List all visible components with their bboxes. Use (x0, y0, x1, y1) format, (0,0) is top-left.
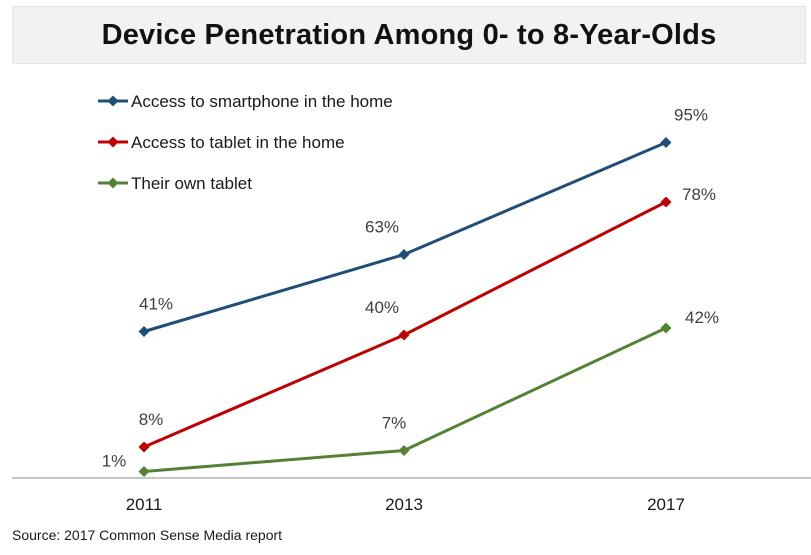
legend-label: Access to tablet in the home (131, 133, 345, 152)
data-point (660, 196, 672, 208)
data-point (138, 466, 150, 477)
data-point (660, 322, 672, 334)
data-label: 42% (685, 308, 719, 327)
series-line (143, 141, 667, 333)
data-label: 8% (139, 410, 164, 429)
legend-label: Access to smartphone in the home (131, 92, 393, 111)
data-point (660, 137, 672, 148)
data-point (138, 326, 150, 337)
data-point (398, 329, 410, 341)
legend-marker (107, 177, 119, 189)
data-point (398, 445, 410, 456)
data-label: 41% (139, 295, 173, 314)
series-line (143, 200, 667, 449)
x-tick-label: 2013 (385, 495, 423, 514)
data-point (138, 441, 150, 453)
data-point (398, 249, 410, 260)
legend-label: Their own tablet (131, 174, 252, 193)
title-band: Device Penetration Among 0- to 8-Year-Ol… (12, 6, 806, 64)
x-tick-label: 2017 (647, 495, 685, 514)
data-label: 78% (682, 185, 716, 204)
data-label: 1% (102, 452, 127, 471)
data-label: 63% (365, 218, 399, 237)
chart-title: Device Penetration Among 0- to 8-Year-Ol… (101, 18, 717, 51)
source-note: Source: 2017 Common Sense Media report (12, 527, 283, 543)
legend-marker (107, 95, 119, 107)
data-label: 40% (365, 298, 399, 317)
data-label: 7% (382, 414, 407, 433)
legend-marker (107, 136, 119, 148)
data-label: 95% (674, 106, 708, 125)
x-tick-label: 2011 (126, 495, 163, 514)
